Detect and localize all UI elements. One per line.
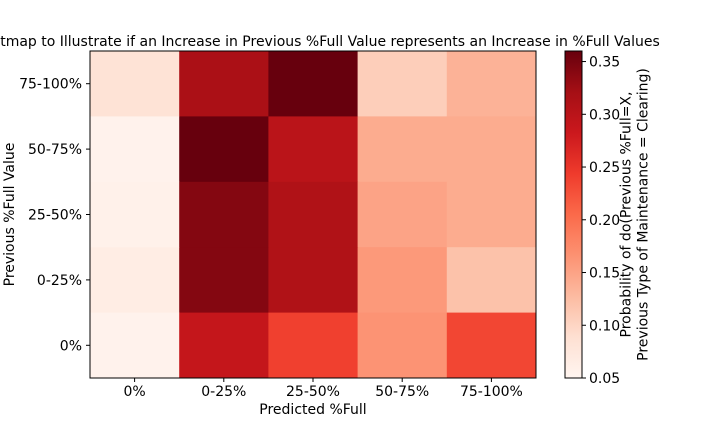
heatmap-cell xyxy=(90,116,180,183)
heatmap-cells xyxy=(90,51,537,379)
colorbar-tick-label: 0.15 xyxy=(589,266,620,282)
heatmap-cell xyxy=(446,116,537,183)
colorbar-tick-label: 0.35 xyxy=(589,55,620,71)
heatmap-cell xyxy=(446,247,537,314)
heatmap-cell xyxy=(446,312,537,379)
heatmap-cell xyxy=(357,312,448,379)
heatmap-cell xyxy=(268,181,359,248)
x-tick-label: 75-100% xyxy=(460,384,523,400)
heatmap-cell xyxy=(268,51,359,117)
y-axis-label: Previous %Full Value xyxy=(2,143,18,287)
heatmap-cell xyxy=(357,51,448,117)
y-tick-label: 50-75% xyxy=(28,142,82,158)
y-tick-label: 75-100% xyxy=(19,77,82,93)
colorbar-label-line: Previous Type of Maintenance = Clearing) xyxy=(636,68,652,361)
x-axis-label: Predicted %Full xyxy=(259,402,366,418)
colorbar-tick-label: 0.25 xyxy=(589,160,620,176)
heatmap-cell xyxy=(90,51,180,117)
x-tick-label: 0% xyxy=(123,384,145,400)
y-tick-label: 25-50% xyxy=(28,208,82,224)
x-axis-ticks: 0% 0-25% 25-50% 50-75% 75-100% xyxy=(123,378,523,400)
chart-title: tmap to Illustrate if an Increase in Pre… xyxy=(0,34,660,50)
y-tick-label: 0-25% xyxy=(37,273,82,289)
heatmap-cell xyxy=(446,181,537,248)
heatmap-cell xyxy=(268,116,359,183)
colorbar-label: Probability of do(Previous %Full=X, Previ… xyxy=(619,68,652,361)
colorbar-tick-label: 0.30 xyxy=(589,107,620,123)
heatmap-cell xyxy=(90,247,180,314)
colorbar-label-line: Probability of do(Previous %Full=X, xyxy=(619,92,635,338)
x-tick-label: 25-50% xyxy=(286,384,340,400)
colorbar xyxy=(564,50,583,379)
colorbar-ticks: 0.05 0.10 0.15 0.20 0.25 0.30 0.35 xyxy=(582,55,620,387)
heatmap-cell xyxy=(179,116,269,183)
y-tick-label: 0% xyxy=(60,338,82,354)
heatmap-cell xyxy=(90,312,180,379)
heatmap-cell xyxy=(179,247,269,314)
heatmap-cell xyxy=(90,181,180,248)
heatmap-cell xyxy=(357,247,448,314)
x-tick-label: 50-75% xyxy=(375,384,429,400)
heatmap-cell xyxy=(179,312,269,379)
heatmap-cell xyxy=(268,247,359,314)
heatmap-cell xyxy=(179,51,269,117)
y-axis-ticks: 75-100% 50-75% 25-50% 0-25% 0% xyxy=(19,77,90,354)
heatmap-cell xyxy=(268,312,359,379)
heatmap-cell xyxy=(357,181,448,248)
heatmap-cell xyxy=(179,181,269,248)
heatmap-cell xyxy=(357,116,448,183)
colorbar-tick-label: 0.20 xyxy=(589,213,620,229)
colorbar-tick-label: 0.05 xyxy=(589,371,620,387)
colorbar-tick-label: 0.10 xyxy=(589,318,620,334)
heatmap-cell xyxy=(446,51,537,117)
x-tick-label: 0-25% xyxy=(201,384,246,400)
